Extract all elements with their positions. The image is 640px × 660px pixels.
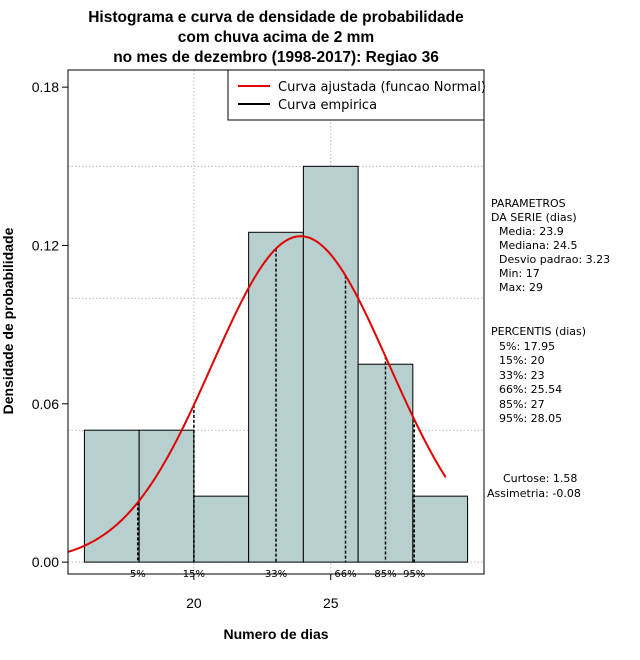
title-line-2: com chuva acima de 2 mm [178, 29, 374, 46]
legend: Curva ajustada (funcao Normal) Curva emp… [227, 69, 486, 121]
assimetria: Assimetria: -0.08 [487, 487, 581, 500]
histogram-bar-7 [412, 495, 469, 563]
percentil-15: 15%: 20 [499, 354, 545, 367]
title-line-1: Histograma e curva de densidade de proba… [88, 9, 464, 26]
param-max: Max: 29 [499, 281, 543, 294]
title-line-3: no mes de dezembro (1998-2017): Regiao 3… [113, 49, 439, 66]
percentile-label-95: 95% [403, 569, 425, 580]
fitted-normal-curve [67, 235, 447, 553]
chart-title: Histograma e curva de densidade de proba… [88, 9, 464, 66]
y-tick-label: 0.06 [32, 396, 59, 412]
percentis-heading: PERCENTIS (dias) [491, 325, 586, 338]
legend-label-empirical: Curva empirica [278, 98, 377, 113]
histogram-bar-2 [138, 429, 195, 563]
histogram-bar-5 [302, 165, 359, 563]
percentil-66: 66%: 25.54 [499, 383, 562, 396]
legend-box [227, 69, 485, 121]
percentile-label-85: 85% [374, 569, 396, 580]
percentile-label-5: 5% [130, 569, 146, 580]
percentil-95: 95%: 28.05 [499, 412, 562, 425]
legend-label-fitted: Curva ajustada (funcao Normal) [278, 80, 486, 95]
side-panel: PARAMETROS DA SERIE (dias) Media: 23.9 M… [487, 197, 610, 500]
x-tick-label: 25 [323, 595, 339, 611]
curtose: Curtose: 1.58 [503, 472, 577, 485]
histogram-bar-3 [193, 495, 250, 563]
param-media: Media: 23.9 [499, 225, 564, 238]
percentil-85: 85%: 27 [499, 398, 545, 411]
params-heading-1: PARAMETROS [491, 197, 566, 210]
x-tick-label: 20 [186, 595, 202, 611]
param-min: Min: 17 [499, 267, 540, 280]
x-axis-label: Numero de dias [223, 626, 328, 642]
y-axis-label: Densidade de probabilidade [0, 227, 16, 414]
percentile-label-33: 33% [265, 569, 287, 580]
param-desvio: Desvio padrao: 3.23 [499, 253, 610, 266]
params-heading-2: DA SERIE (dias) [491, 211, 577, 224]
param-mediana: Mediana: 24.5 [499, 239, 577, 252]
y-tick-label: 0.18 [32, 79, 59, 95]
percentile-label-66: 66% [334, 569, 356, 580]
percentil-33: 33%: 23 [499, 369, 545, 382]
y-tick-label: 0.00 [32, 554, 59, 570]
histogram-bar-4 [248, 231, 304, 563]
y-tick-label: 0.12 [32, 237, 59, 253]
percentil-5: 5%: 17.95 [499, 340, 555, 353]
